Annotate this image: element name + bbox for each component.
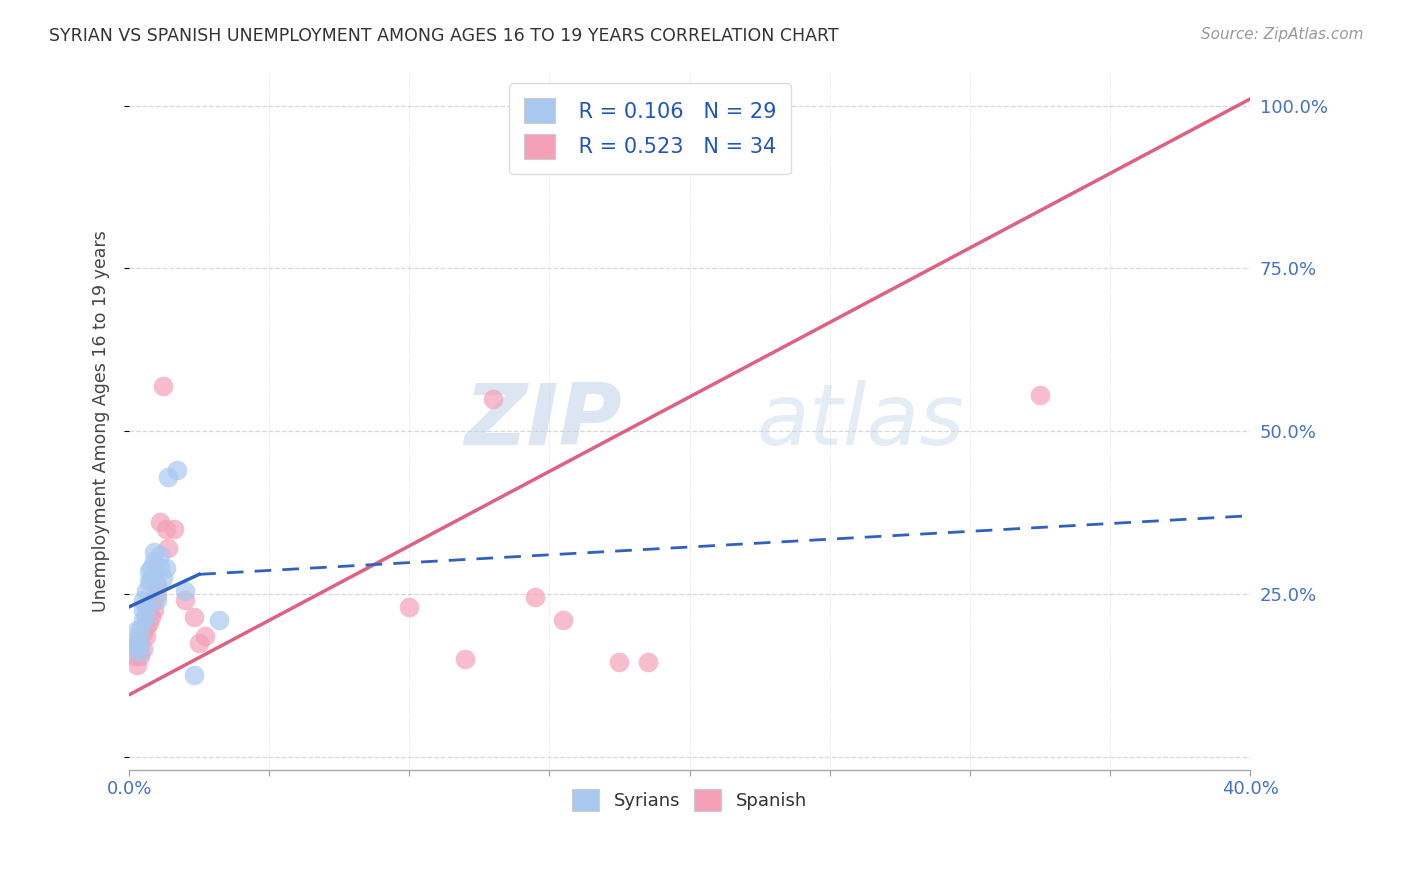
Legend: Syrians, Spanish: Syrians, Spanish bbox=[562, 780, 817, 820]
Point bbox=[208, 613, 231, 627]
Point bbox=[129, 636, 152, 650]
Point bbox=[155, 522, 177, 536]
Point bbox=[124, 642, 146, 657]
Point bbox=[152, 378, 174, 392]
Point bbox=[157, 469, 180, 483]
Point bbox=[609, 655, 631, 669]
Point bbox=[135, 583, 157, 598]
Point bbox=[129, 636, 152, 650]
Point bbox=[124, 648, 146, 663]
Point bbox=[129, 623, 152, 637]
Point bbox=[174, 583, 197, 598]
Point bbox=[163, 522, 186, 536]
Point bbox=[132, 642, 155, 657]
Point bbox=[132, 613, 155, 627]
Text: SYRIAN VS SPANISH UNEMPLOYMENT AMONG AGES 16 TO 19 YEARS CORRELATION CHART: SYRIAN VS SPANISH UNEMPLOYMENT AMONG AGE… bbox=[49, 27, 839, 45]
Point bbox=[138, 607, 160, 621]
Point bbox=[143, 603, 166, 617]
Point bbox=[174, 593, 197, 607]
Point bbox=[138, 574, 160, 588]
Point bbox=[127, 658, 149, 673]
Point bbox=[135, 599, 157, 614]
Point bbox=[166, 463, 188, 477]
Point bbox=[132, 603, 155, 617]
Point bbox=[146, 587, 169, 601]
Point bbox=[138, 616, 160, 631]
Point bbox=[135, 609, 157, 624]
Text: atlas: atlas bbox=[756, 380, 965, 463]
Point bbox=[141, 561, 163, 575]
Point bbox=[146, 593, 169, 607]
Point bbox=[183, 668, 205, 682]
Point bbox=[194, 629, 217, 643]
Point bbox=[149, 561, 172, 575]
Point bbox=[146, 577, 169, 591]
Point bbox=[143, 593, 166, 607]
Point bbox=[141, 574, 163, 588]
Point bbox=[129, 645, 152, 659]
Point bbox=[132, 626, 155, 640]
Point bbox=[637, 655, 659, 669]
Point bbox=[152, 571, 174, 585]
Point bbox=[135, 629, 157, 643]
Point bbox=[127, 636, 149, 650]
Point bbox=[149, 548, 172, 562]
Point bbox=[157, 541, 180, 556]
Point bbox=[155, 561, 177, 575]
Y-axis label: Unemployment Among Ages 16 to 19 years: Unemployment Among Ages 16 to 19 years bbox=[93, 230, 110, 612]
Point bbox=[143, 544, 166, 558]
Point bbox=[127, 623, 149, 637]
Point bbox=[524, 590, 547, 604]
Point bbox=[1029, 388, 1052, 402]
Point bbox=[143, 554, 166, 568]
Point bbox=[138, 564, 160, 578]
Point bbox=[149, 515, 172, 529]
Point bbox=[454, 652, 477, 666]
Point bbox=[188, 636, 211, 650]
Point bbox=[482, 392, 505, 406]
Point bbox=[183, 609, 205, 624]
Point bbox=[127, 632, 149, 647]
Point bbox=[553, 613, 575, 627]
Point bbox=[132, 593, 155, 607]
Point bbox=[398, 599, 420, 614]
Point bbox=[141, 597, 163, 611]
Text: Source: ZipAtlas.com: Source: ZipAtlas.com bbox=[1201, 27, 1364, 42]
Point bbox=[146, 580, 169, 594]
Text: ZIP: ZIP bbox=[464, 380, 623, 463]
Point bbox=[141, 609, 163, 624]
Point bbox=[129, 648, 152, 663]
Point bbox=[135, 619, 157, 633]
